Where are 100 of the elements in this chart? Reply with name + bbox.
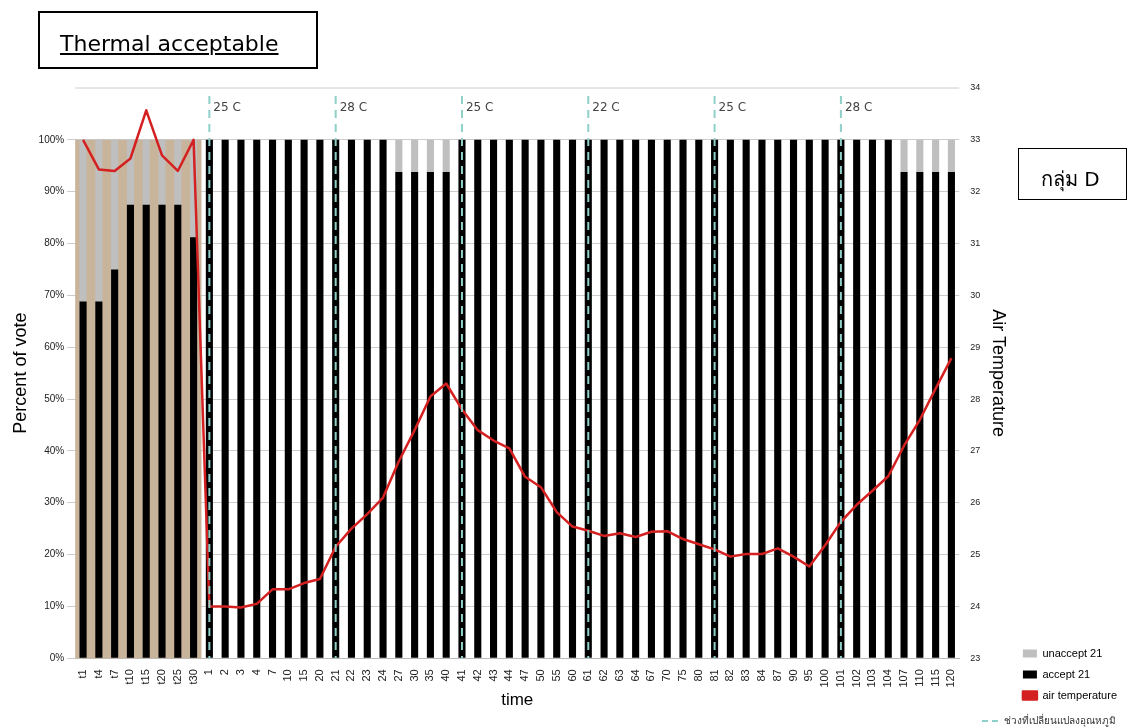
bar [426,171,434,658]
bar [632,139,640,658]
x-tick-label: 42 [470,669,483,682]
bar [726,139,734,658]
x-tick-label: 62 [597,669,610,682]
y2-tick-label: 32 [970,186,981,197]
bar [647,139,655,658]
bar [932,139,940,172]
x-tick-label: 41 [455,669,468,682]
x-tick-label: 63 [612,669,625,682]
bar [95,301,103,658]
bar [142,139,150,205]
bar [821,139,829,658]
y2-tick-label: 26 [970,497,981,508]
y-tick-label: 30% [44,496,65,508]
y2-axis-title: Air Temperature [989,309,1010,437]
ref-line-label: 28 C [844,100,873,115]
bar [79,139,87,302]
x-tick-label: 22 [344,669,357,682]
bar [174,204,182,658]
x-tick-label: 60 [565,669,578,682]
text: ช่วงที่เปลี่ยนแปลงอุณหภูมิ [1004,713,1116,727]
x-tick-label: 24 [376,669,389,682]
y2-tick-label: 31 [970,238,981,249]
x-tick-label: 81 [707,669,720,682]
bar [300,139,308,658]
x-tick-label: 40 [439,669,452,682]
y-tick-label: 40% [44,444,65,456]
x-tick-label: 90 [786,669,799,682]
bar [616,139,624,658]
x-tick-label: 102 [849,669,862,688]
x-tick-label: 70 [660,669,673,682]
x-tick-label: t25 [170,669,183,685]
bar [521,139,529,658]
x-tick-label: 20 [312,669,325,682]
bar [490,139,498,658]
bar [142,204,150,658]
bar [442,139,450,172]
x-tick-label: t20 [155,669,168,685]
ref-line-label: 22 C [592,100,620,115]
bar [111,269,119,658]
bar [174,139,182,205]
x-tick-label: 2 [218,669,231,676]
bar [916,139,924,172]
ref-line-label: 25 C [465,100,494,115]
x-tick-label: 1 [202,669,215,676]
y-tick-label: 80% [44,237,65,249]
bar [395,171,403,658]
bar [916,171,924,658]
bar [442,171,450,658]
bar [474,139,482,658]
x-tick-label: 61 [581,669,594,682]
bar [774,139,782,658]
bar [758,139,766,658]
y-tick-label: 70% [44,289,65,301]
bar [695,139,703,658]
bar [600,139,608,658]
x-tick-label: 104 [881,669,894,688]
bar [363,139,371,658]
x-tick-label: 55 [549,669,562,682]
y2-tick-label: 25 [970,549,981,560]
x-tick-label: 75 [676,669,689,682]
chart-title: Thermal acceptable [38,11,318,69]
x-tick-label: 50 [533,669,546,682]
bar [316,139,324,658]
x-tick-label: t10 [123,669,136,685]
x-tick-label: 83 [739,669,752,682]
x-tick-label: 27 [391,669,404,682]
x-tick-label: 120 [944,669,957,688]
x-tick-label: 44 [502,669,515,682]
bar [158,204,166,658]
bar [411,171,419,658]
ref-line-label: 28 C [339,100,368,115]
y-tick-label: 60% [44,340,65,352]
x-tick-label: 30 [407,669,420,682]
bar [190,237,198,658]
y2-tick-label: 34 [970,82,981,93]
y2-tick-label: 24 [970,600,981,611]
x-tick-label: 23 [360,669,373,682]
y2-tick-label: 29 [970,341,981,352]
y-tick-label: 100% [38,133,65,145]
x-tick-label: 4 [249,669,262,676]
bar [789,139,798,658]
bar [679,139,687,658]
bar [158,139,166,205]
x-tick-label: 80 [691,669,704,682]
bar [237,139,245,658]
ref-line-label: 25 C [213,100,241,115]
y-tick-label: 20% [44,548,65,560]
bar [268,139,277,658]
x-tick-label: 87 [770,669,783,682]
bar [568,139,577,658]
x-tick-label: 84 [754,669,767,682]
legend-label: unaccept 21 [1042,646,1103,659]
x-tick-label: 101 [833,669,846,688]
y-tick-label: 50% [44,392,65,404]
bar [411,139,419,172]
x-tick-label: 35 [423,669,436,682]
y2-tick-label: 28 [970,393,981,404]
y2-tick-label: 33 [970,134,981,145]
